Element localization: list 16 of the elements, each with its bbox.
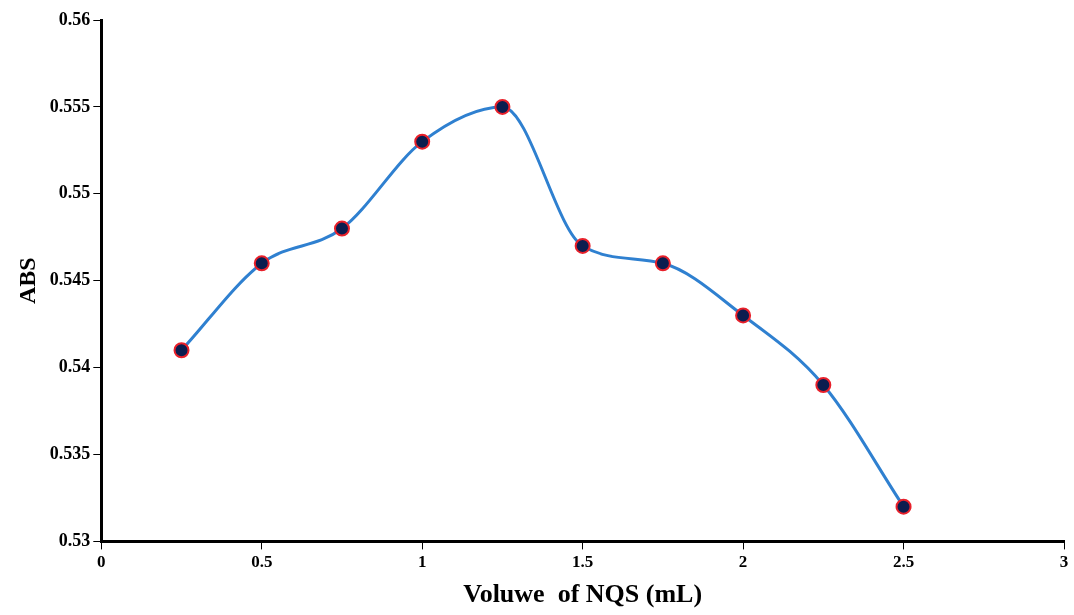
x-tick-label: 2.5 xyxy=(892,551,915,571)
y-tick-label: 0.56 xyxy=(58,8,91,29)
x-tick-label: 3 xyxy=(1059,551,1069,571)
x-tick-label: 0.5 xyxy=(251,551,273,571)
y-tick-label: 0.535 xyxy=(49,443,91,464)
y-tick-label: 0.545 xyxy=(49,269,91,290)
y-tick-label: 0.54 xyxy=(58,356,91,377)
x-tick-label: 1.5 xyxy=(572,551,594,571)
y-axis-title: ABS xyxy=(13,257,40,305)
x-tick-label: 1 xyxy=(417,551,427,571)
y-tick-label: 0.555 xyxy=(49,95,91,116)
y-tick-label: 0.55 xyxy=(58,182,91,203)
y-tick-label: 0.53 xyxy=(58,530,91,551)
x-axis-title: Voluwe of NQS (mL) xyxy=(463,579,703,609)
x-tick-label: 0 xyxy=(97,551,106,571)
x-tick-label: 2 xyxy=(738,551,748,571)
